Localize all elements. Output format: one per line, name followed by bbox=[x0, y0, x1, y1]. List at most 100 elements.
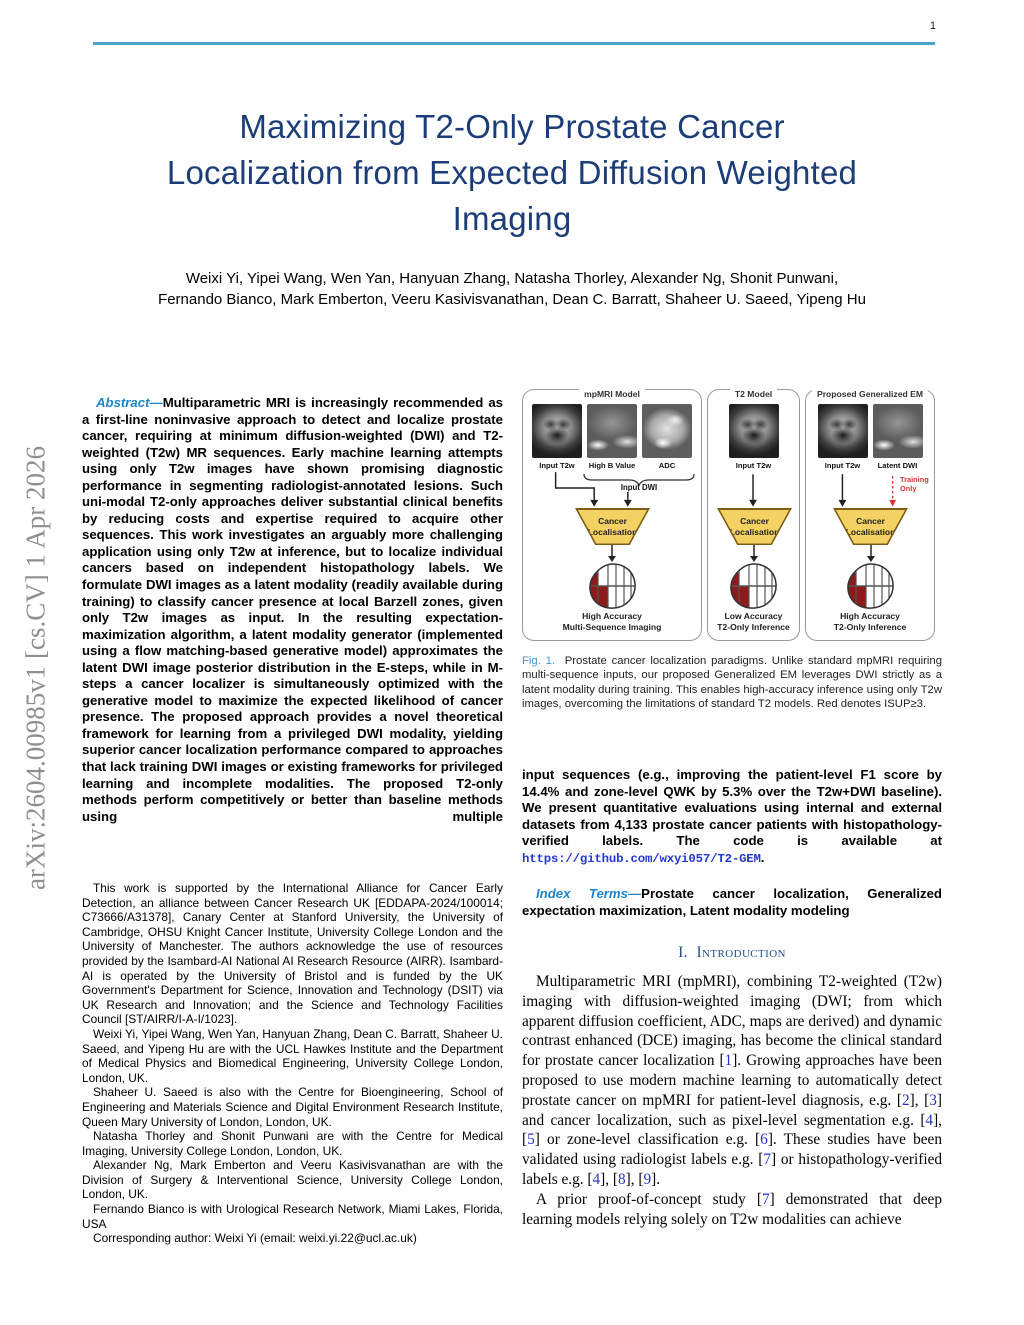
citation-link[interactable]: 6 bbox=[760, 1131, 768, 1149]
citation-link[interactable]: 9 bbox=[643, 1170, 652, 1188]
author-line: Fernando Bianco, Mark Emberton, Veeru Ka… bbox=[158, 291, 866, 308]
text-segment: ]. Growing approaches have been proposed… bbox=[522, 1052, 942, 1109]
zone-map-icon bbox=[845, 562, 897, 610]
mri-image-row bbox=[523, 404, 701, 458]
citation-link[interactable]: 2 bbox=[901, 1091, 910, 1109]
text-segment: A prior proof-of-concept study [ bbox=[536, 1190, 762, 1208]
panel-result-label: High Accuracy Multi-Sequence Imaging bbox=[562, 611, 662, 632]
mri-thumbnail-latent-dwi bbox=[872, 404, 923, 458]
text-segment: ], [ bbox=[909, 1091, 930, 1109]
zone-map-icon bbox=[587, 562, 639, 610]
text-segment: Fig. 1. bbox=[522, 655, 556, 667]
citation-link[interactable]: 7 bbox=[761, 1190, 770, 1208]
zone-map-icon bbox=[728, 562, 780, 610]
author-list: Weixi Yi, Yipei Wang, Wen Yan, Hanyuan Z… bbox=[52, 268, 972, 310]
figure-1: mpMRI Model Input T2w High B Value ADC I… bbox=[522, 389, 942, 642]
panel-result-label: Low Accuracy T2-Only Inference bbox=[717, 611, 790, 632]
footnote-paragraph: This work is supported by the Internatio… bbox=[82, 881, 503, 1027]
citation-link[interactable]: 5 bbox=[527, 1131, 535, 1149]
text-segment: ] demonstrated that deep learning models… bbox=[522, 1190, 942, 1228]
footnote-paragraph: Weixi Yi, Yipei Wang, Wen Yan, Hanyuan Z… bbox=[82, 1026, 503, 1085]
citation-link[interactable]: 4 bbox=[592, 1170, 601, 1188]
mri-thumbnail-t2w bbox=[728, 404, 779, 458]
mri-thumbnail-adc bbox=[642, 404, 692, 458]
figure-panel-mpmri-model: mpMRI Model Input T2w High B Value ADC I… bbox=[522, 389, 702, 641]
footnote-paragraph: Alexander Ng, Mark Emberton and Veeru Ka… bbox=[82, 1158, 503, 1202]
panel-title: mpMRI Model bbox=[523, 384, 701, 402]
citation-link[interactable]: 7 bbox=[763, 1151, 772, 1169]
paper-title: Maximizing T2-Only Prostate Cancer Local… bbox=[82, 104, 942, 242]
mri-image-row bbox=[806, 404, 934, 458]
cancer-localisation-box: Cancer Localisation bbox=[833, 508, 908, 545]
code-url-link[interactable]: https://github.com/wxyi057/T2-GEM bbox=[522, 851, 761, 866]
footnote-paragraph: Shaheer U. Saeed is also with the Centre… bbox=[82, 1085, 503, 1129]
cancer-localisation-box: Cancer Localisation bbox=[575, 508, 650, 545]
author-line: Weixi Yi, Yipei Wang, Wen Yan, Hanyuan Z… bbox=[185, 270, 839, 287]
index-terms: Index Terms—Prostate cancer localization… bbox=[522, 886, 942, 919]
abstract-paragraph: Abstract—Multiparametric MRI is increasi… bbox=[82, 395, 503, 877]
citation-link[interactable]: 8 bbox=[618, 1170, 626, 1188]
page-number: 1 bbox=[929, 20, 936, 32]
text-segment: ] or zone-level classification e.g. [ bbox=[534, 1131, 761, 1149]
arrow-down-icon bbox=[867, 545, 875, 562]
paper-title-line: Localization from Expected Diffusion Wei… bbox=[166, 154, 858, 191]
intro-paragraph: Multiparametric MRI (mpMRI), combining T… bbox=[522, 972, 942, 1190]
citation-link[interactable]: 4 bbox=[925, 1111, 934, 1129]
text-segment: Prostate cancer localization, Generalize… bbox=[522, 886, 942, 918]
mri-thumbnail-t2w bbox=[817, 404, 868, 458]
image-label-row: Input T2w Latent DWI bbox=[806, 461, 934, 470]
cancer-localisation-box: Cancer Localisation bbox=[717, 508, 792, 545]
image-label: Latent DWI bbox=[877, 461, 918, 470]
footnote-paragraph: Natasha Thorley and Shonit Punwani are w… bbox=[82, 1129, 503, 1158]
underbrace-icon bbox=[583, 473, 695, 486]
figure-panel-proposed-generalized-em: Proposed Generalized EM Input T2w Latent… bbox=[805, 389, 935, 641]
text-segment: ] or histopathology-verified labels e.g.… bbox=[522, 1151, 943, 1188]
image-label-row: Input T2w bbox=[708, 461, 799, 470]
footnote-block: This work is supported by the Internatio… bbox=[82, 881, 503, 1246]
text-segment: ] and cancer localization, such as pixel… bbox=[522, 1091, 942, 1129]
panel-title: Proposed Generalized EM bbox=[806, 384, 934, 402]
citation-link[interactable]: 3 bbox=[929, 1091, 937, 1109]
text-segment: Multiparametric MRI is increasingly reco… bbox=[82, 395, 503, 824]
text-segment: input sequences (e.g., improving the pat… bbox=[522, 767, 942, 849]
citation-link[interactable]: 1 bbox=[724, 1052, 733, 1070]
text-segment: Index Terms— bbox=[536, 886, 642, 901]
training-only-label: Training Only bbox=[900, 475, 929, 493]
image-label: Input T2w bbox=[539, 461, 575, 470]
text-segment: ], [ bbox=[522, 1111, 942, 1149]
arxiv-watermark: arXiv:2604.00985v1 [cs.CV] 1 Apr 2026 bbox=[20, 446, 51, 890]
mri-thumbnail-t2w bbox=[532, 404, 582, 458]
text-segment: Abstract— bbox=[96, 395, 163, 410]
text-segment: ]. These studies have been validated usi… bbox=[522, 1131, 942, 1169]
arrow-down-icon bbox=[608, 545, 616, 562]
figure-panel-t2-model: T2 Model Input T2w Cancer Localisation L… bbox=[707, 389, 800, 641]
figure-caption: Fig. 1. Prostate cancer localization par… bbox=[522, 654, 942, 711]
mri-thumbnail-high-b-value bbox=[587, 404, 637, 458]
paper-title-line: Imaging bbox=[452, 200, 572, 237]
text-segment: Prostate cancer localization paradigms. … bbox=[522, 655, 942, 710]
flow-arrows bbox=[749, 474, 757, 507]
intro-paragraph: A prior proof-of-concept study [7] demon… bbox=[522, 1190, 942, 1230]
header-rule bbox=[93, 42, 935, 45]
image-label-row: Input T2w High B Value ADC bbox=[523, 461, 701, 470]
image-label: ADC bbox=[658, 461, 676, 470]
flow-arrows bbox=[838, 474, 897, 507]
footnote-paragraph: Fernando Bianco is with Urological Resea… bbox=[82, 1202, 503, 1231]
section-heading-introduction: I. Introduction bbox=[522, 944, 942, 962]
paper-title-line: Maximizing T2-Only Prostate Cancer bbox=[239, 108, 785, 145]
abstract-continued-paragraph: input sequences (e.g., improving the pat… bbox=[522, 767, 942, 867]
input-dwi-label: Input DWI bbox=[620, 483, 658, 492]
flow-arrows bbox=[554, 472, 632, 507]
text-segment: ], [ bbox=[600, 1170, 619, 1188]
text-segment: ], [ bbox=[625, 1170, 644, 1188]
text-segment: ]. bbox=[651, 1170, 661, 1188]
section-title: Introduction bbox=[696, 944, 786, 961]
footnote-paragraph: Corresponding author: Weixi Yi (email: w… bbox=[93, 1231, 417, 1246]
panel-result-label: High Accuracy T2-Only Inference bbox=[833, 611, 907, 632]
panel-title: T2 Model bbox=[708, 384, 799, 402]
introduction-body: Multiparametric MRI (mpMRI), combining T… bbox=[522, 972, 942, 1229]
image-label: Input T2w bbox=[824, 461, 861, 470]
text-segment: Multiparametric MRI (mpMRI), combining T… bbox=[522, 973, 942, 1070]
image-label: Input T2w bbox=[735, 461, 772, 470]
